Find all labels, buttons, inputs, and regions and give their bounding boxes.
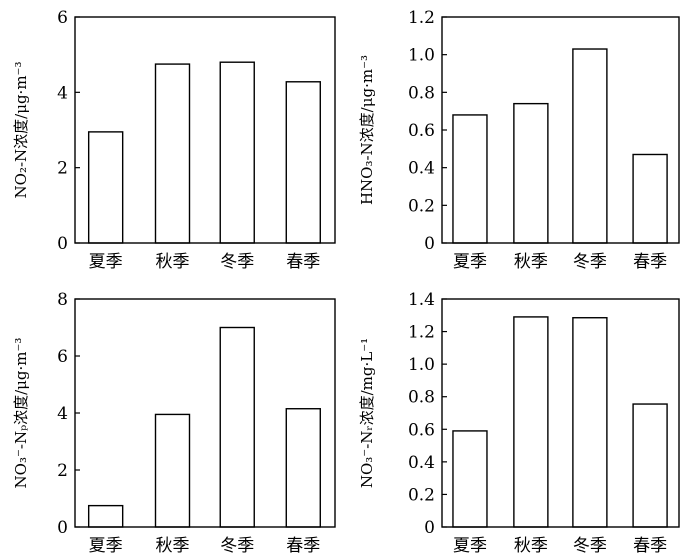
bar-2-3 [572,48,608,244]
chart-1: 夏季 秋季 冬季 春季 0 2 4 6 NO₂-N浓度/μg·m⁻³ [12,8,336,272]
plot-frame [441,16,680,244]
bar-2-4 [632,153,668,244]
bar-3-4 [285,408,321,528]
y-tick-label: 8 [57,290,68,310]
y-tick-label: 0.2 [408,196,435,216]
y-tick-label: 1.0 [408,355,435,375]
bar-4-4 [632,403,668,528]
y-axis-label: NO₃⁻-Nᵣ浓度/mg·L⁻¹ [358,338,376,488]
y-tick-label: 1.2 [408,323,435,343]
y-tick-label: 1.2 [408,8,435,28]
x-tick-label: 夏季 [89,536,123,556]
y-tick-label: 0.4 [408,159,435,179]
bar-1-4 [285,81,321,244]
x-tick-label: 春季 [286,536,320,556]
y-tick-label: 0.6 [408,420,435,440]
y-tick-label: 0 [424,234,435,254]
y-tick-label: 0 [424,518,435,538]
y-axis-label: NO₂-N浓度/μg·m⁻³ [12,62,30,199]
bar-4-3 [572,317,608,528]
x-tick-label: 夏季 [89,252,123,272]
y-tick-label: 6 [57,8,68,28]
bar-2-1 [452,114,488,244]
y-tick-label: 0.6 [408,121,435,141]
y-tick-label: 1.0 [408,46,435,66]
bar-2-2 [513,102,549,244]
y-tick-label: 1.4 [408,290,435,310]
chart-4: 夏季 秋季 冬季 春季 0 0.2 0.4 0.6 0.8 1.0 1.2 1.4 NO₃⁻-Nᵣ浓度/… [358,290,680,556]
bar-3-1 [87,504,124,528]
y-tick-label: 6 [57,347,68,367]
plot-frame [74,16,336,244]
y-axis-label: HNO₃-N浓度/μg·m⁻³ [358,55,376,205]
plot-frame [74,298,336,528]
bar-1-3 [219,61,255,244]
x-tick-label: 春季 [633,536,667,556]
bar-3-3 [219,326,255,528]
x-tick-label: 冬季 [573,536,607,556]
y-tick-label: 2 [57,159,68,179]
plot-frame [441,298,680,528]
chart-2: 夏季 秋季 冬季 春季 0 0.2 0.4 0.6 0.8 1.0 1.2 HNO₃-N浓度/μg·m… [358,8,680,272]
y-tick-label: 0 [57,234,68,254]
x-tick-label: 冬季 [220,536,254,556]
y-tick-label: 0.8 [408,388,435,408]
x-tick-label: 春季 [286,252,320,272]
x-tick-label: 夏季 [453,536,487,556]
y-tick-label: 0.2 [408,485,435,505]
y-axis-label: NO₃⁻-Nₚ浓度/μg·m⁻³ [12,338,30,489]
bar-4-1 [452,430,488,528]
y-tick-label: 0 [57,518,68,538]
x-tick-label: 夏季 [453,252,487,272]
y-tick-label: 0.4 [408,453,435,473]
x-tick-label: 春季 [633,252,667,272]
y-tick-label: 4 [57,83,68,103]
bar-4-2 [513,316,549,528]
bar-1-2 [154,63,191,244]
chart-3: 夏季 秋季 冬季 春季 0 2 4 6 8 NO₃⁻-Nₚ浓度/μg·m⁻³ [12,290,336,556]
x-tick-label: 秋季 [514,252,548,272]
bar-1-1 [87,131,124,244]
y-tick-label: 0.8 [408,83,435,103]
y-tick-label: 4 [57,404,68,424]
x-tick-label: 秋季 [156,252,190,272]
x-tick-label: 冬季 [573,252,607,272]
x-tick-label: 秋季 [514,536,548,556]
x-tick-label: 秋季 [156,536,190,556]
x-tick-label: 冬季 [220,252,254,272]
y-tick-label: 2 [57,461,68,481]
bar-3-2 [154,413,191,528]
